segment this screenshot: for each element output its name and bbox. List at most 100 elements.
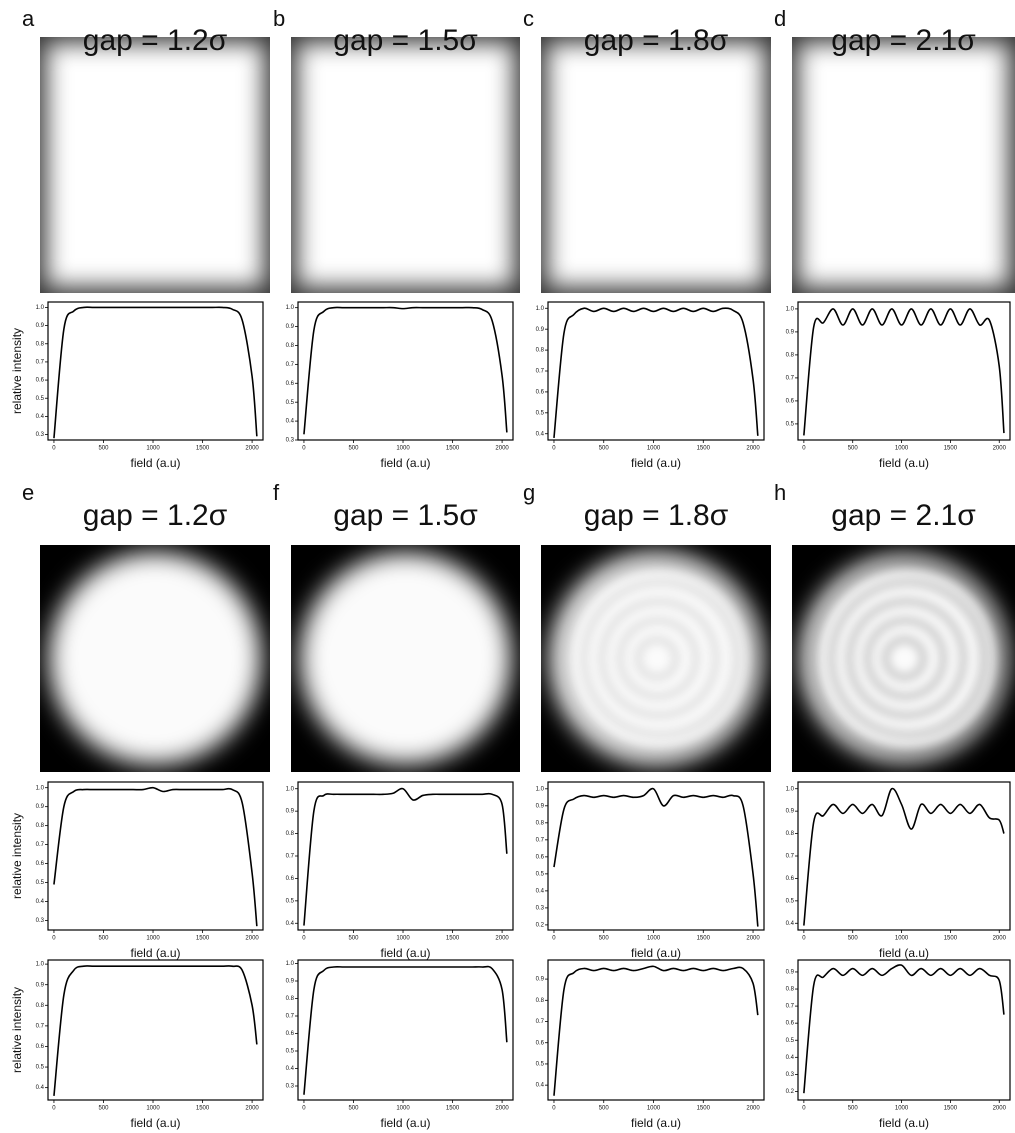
y-tick-label: 1.0 bbox=[286, 786, 295, 792]
x-tick-label: 500 bbox=[98, 446, 109, 452]
x-tick-label: 1500 bbox=[944, 1106, 958, 1112]
y-tick-label: 0.6 bbox=[536, 854, 545, 860]
image-panel bbox=[40, 37, 270, 293]
y-tick-label: 1.0 bbox=[536, 786, 545, 792]
y-tick-label: 0.5 bbox=[36, 396, 45, 402]
image-panel bbox=[541, 37, 771, 293]
plot-frame bbox=[548, 302, 764, 440]
x-tick-label: 500 bbox=[98, 1106, 109, 1112]
data-line bbox=[304, 967, 507, 1095]
image-panel bbox=[541, 545, 771, 772]
panel-letter: h bbox=[774, 480, 786, 505]
x-axis-label: field (a.u) bbox=[380, 456, 430, 470]
y-tick-label: 0.5 bbox=[536, 1062, 545, 1068]
x-tick-label: 0 bbox=[52, 1106, 56, 1112]
y-tick-label: 0.9 bbox=[36, 323, 45, 329]
plot-frame bbox=[298, 782, 513, 930]
y-tick-label: 0.7 bbox=[786, 854, 795, 860]
panel-title: gap = 1.5σ bbox=[333, 24, 478, 57]
y-tick-label: 0.3 bbox=[286, 1084, 295, 1090]
y-tick-label: 1.0 bbox=[286, 961, 295, 967]
data-line bbox=[554, 789, 758, 927]
y-tick-label: 0.4 bbox=[286, 1066, 295, 1072]
y-tick-label: 0.6 bbox=[536, 389, 545, 395]
data-line bbox=[804, 965, 1004, 1093]
x-tick-label: 1500 bbox=[697, 1106, 711, 1112]
y-tick-label: 0.2 bbox=[786, 1089, 795, 1095]
x-tick-label: 1000 bbox=[146, 936, 160, 942]
y-tick-label: 0.5 bbox=[36, 1065, 45, 1071]
x-axis-label: field (a.u) bbox=[130, 456, 180, 470]
y-tick-label: 0.5 bbox=[536, 410, 545, 416]
y-tick-label: 0.6 bbox=[786, 876, 795, 882]
data-line bbox=[804, 309, 1004, 436]
x-tick-label: 0 bbox=[802, 1106, 806, 1112]
x-tick-label: 1000 bbox=[396, 936, 410, 942]
y-tick-label: 0.6 bbox=[286, 876, 295, 882]
y-tick-label: 0.9 bbox=[786, 970, 795, 976]
x-tick-label: 2000 bbox=[495, 1106, 509, 1112]
data-line bbox=[54, 307, 257, 438]
x-axis-label: field (a.u) bbox=[631, 946, 681, 960]
y-axis-label: relative intensity bbox=[10, 987, 24, 1073]
y-tick-label: 0.6 bbox=[36, 378, 45, 384]
y-tick-label: 1.0 bbox=[36, 962, 45, 968]
y-tick-label: 0.4 bbox=[36, 414, 45, 420]
y-tick-label: 0.4 bbox=[36, 1085, 45, 1091]
image-panel bbox=[40, 545, 270, 772]
x-tick-label: 1500 bbox=[446, 446, 460, 452]
y-tick-label: 0.5 bbox=[286, 1049, 295, 1055]
y-tick-label: 0.9 bbox=[536, 327, 545, 333]
panel-title: gap = 2.1σ bbox=[831, 24, 976, 57]
y-tick-label: 0.7 bbox=[286, 854, 295, 860]
y-tick-label: 0.6 bbox=[36, 1044, 45, 1050]
x-tick-label: 0 bbox=[302, 936, 306, 942]
y-tick-label: 0.9 bbox=[36, 982, 45, 988]
x-tick-label: 500 bbox=[348, 1106, 359, 1112]
y-tick-label: 0.8 bbox=[536, 998, 545, 1004]
x-tick-label: 500 bbox=[599, 936, 610, 942]
x-axis-label: field (a.u) bbox=[879, 456, 929, 470]
data-line bbox=[54, 788, 257, 927]
y-tick-label: 0.9 bbox=[786, 329, 795, 335]
x-tick-label: 500 bbox=[848, 936, 859, 942]
y-tick-label: 0.6 bbox=[786, 1021, 795, 1027]
y-tick-label: 0.8 bbox=[786, 987, 795, 993]
data-line bbox=[54, 966, 257, 1096]
x-tick-label: 0 bbox=[52, 446, 56, 452]
y-axis-label: relative intensity bbox=[10, 328, 24, 414]
x-tick-label: 500 bbox=[348, 936, 359, 942]
image-field bbox=[49, 553, 261, 765]
x-tick-label: 1000 bbox=[647, 1106, 661, 1112]
y-tick-label: 0.4 bbox=[286, 921, 295, 927]
x-axis-label: field (a.u) bbox=[130, 946, 180, 960]
y-tick-label: 0.3 bbox=[36, 918, 45, 924]
x-tick-label: 500 bbox=[348, 446, 359, 452]
panel-title: gap = 1.8σ bbox=[584, 24, 729, 57]
x-tick-label: 2000 bbox=[495, 936, 509, 942]
panel-title: gap = 2.1σ bbox=[831, 499, 976, 532]
x-tick-label: 1000 bbox=[895, 936, 909, 942]
y-axis-label: relative intensity bbox=[10, 813, 24, 899]
x-tick-label: 500 bbox=[599, 1106, 610, 1112]
y-tick-label: 0.8 bbox=[536, 348, 545, 354]
image-panel bbox=[291, 545, 520, 772]
x-tick-label: 2000 bbox=[495, 446, 509, 452]
y-tick-label: 0.5 bbox=[286, 400, 295, 406]
y-tick-label: 0.6 bbox=[536, 1040, 545, 1046]
y-tick-label: 0.9 bbox=[786, 809, 795, 815]
y-tick-label: 1.0 bbox=[286, 305, 295, 311]
y-tick-label: 0.8 bbox=[786, 831, 795, 837]
y-tick-label: 1.0 bbox=[786, 306, 795, 312]
y-tick-label: 0.4 bbox=[536, 431, 545, 437]
x-tick-label: 500 bbox=[848, 1106, 859, 1112]
plot-frame bbox=[548, 960, 764, 1100]
panel-letter: e bbox=[22, 480, 34, 505]
plot-frame bbox=[548, 782, 764, 930]
x-tick-label: 1000 bbox=[396, 446, 410, 452]
x-tick-label: 2000 bbox=[746, 936, 760, 942]
y-tick-label: 0.8 bbox=[36, 341, 45, 347]
y-tick-label: 0.7 bbox=[536, 1019, 545, 1025]
y-tick-label: 1.0 bbox=[786, 786, 795, 792]
x-tick-label: 0 bbox=[802, 936, 806, 942]
